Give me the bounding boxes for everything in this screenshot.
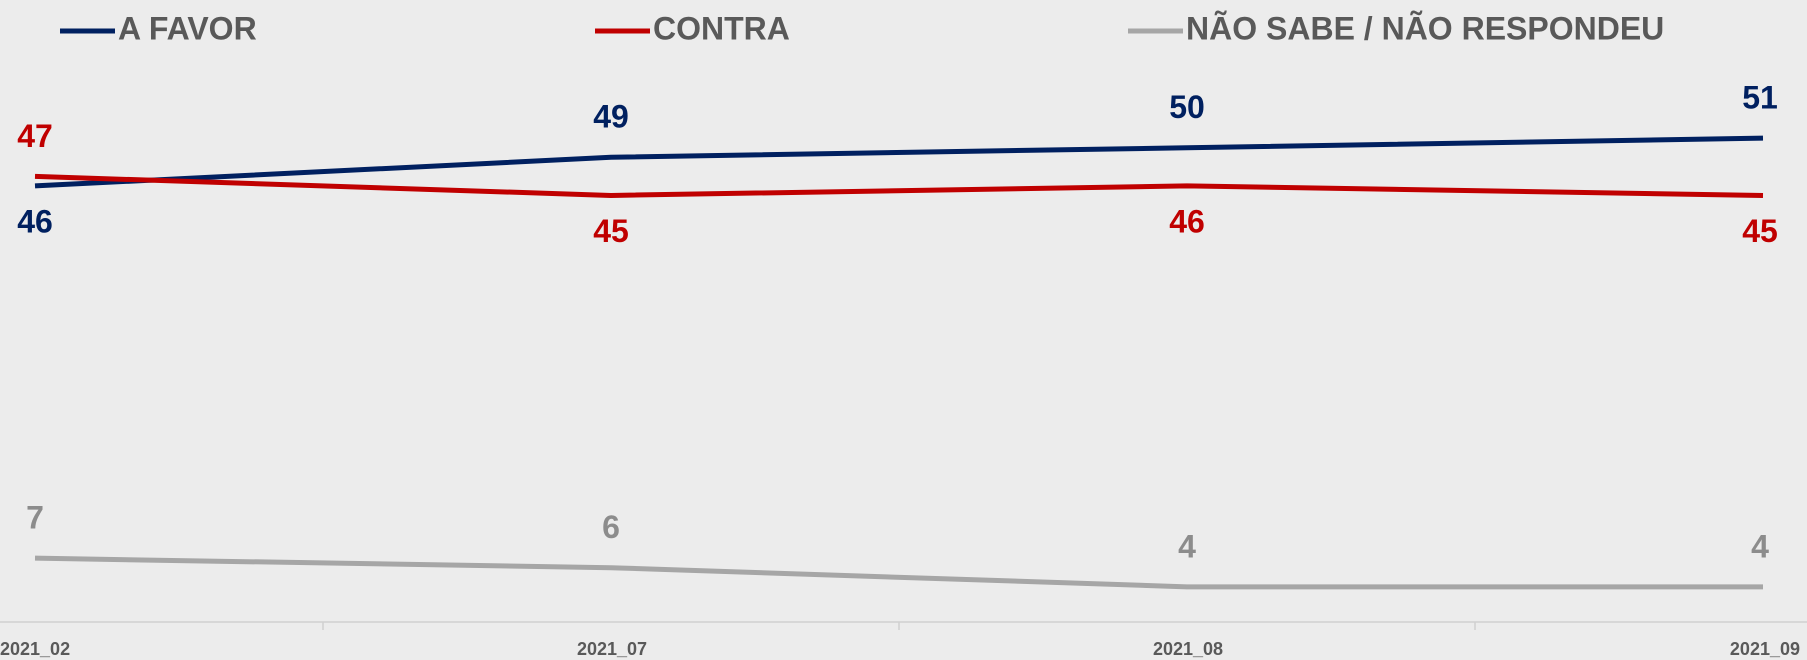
data-label: 49 [593, 99, 629, 135]
data-label: 46 [1169, 203, 1205, 239]
data-label: 46 [17, 203, 53, 239]
data-label: 6 [602, 509, 620, 545]
data-label: 47 [17, 118, 53, 154]
data-label: 50 [1169, 89, 1205, 125]
data-label: 4 [1178, 528, 1196, 564]
x-tick-label: 2021_09 [1730, 639, 1800, 659]
legend-label: CONTRA [653, 10, 790, 46]
series-line [34, 173, 1764, 198]
series-line [34, 135, 1764, 189]
legend-label: NÃO SABE / NÃO RESPONDEU [1186, 10, 1664, 46]
x-tick-label: 2021_07 [577, 639, 647, 659]
data-label: 7 [26, 500, 44, 536]
x-tick-label: 2021_08 [1153, 639, 1223, 659]
legend-label: A FAVOR [118, 10, 257, 46]
data-label: 4 [1751, 528, 1769, 564]
data-label: 51 [1742, 80, 1778, 116]
data-label: 45 [1742, 213, 1778, 249]
x-tick-label: 2021_02 [0, 639, 70, 659]
data-label: 45 [593, 213, 629, 249]
series-line [34, 555, 1763, 590]
